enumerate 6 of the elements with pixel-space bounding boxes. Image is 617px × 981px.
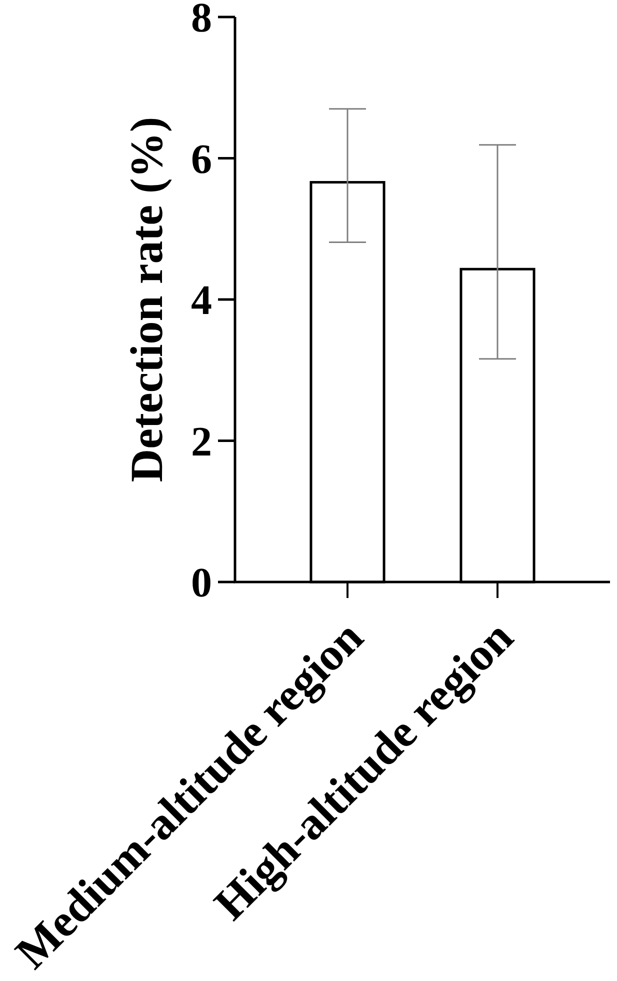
y-tick-label: 0 [191,560,212,607]
y-tick-label: 4 [191,278,212,324]
y-tick-label: 8 [191,0,212,42]
y-tick-label: 6 [191,136,212,183]
y-axis-title: Detection rate (%) [121,116,172,482]
y-tick-label: 2 [191,419,212,466]
